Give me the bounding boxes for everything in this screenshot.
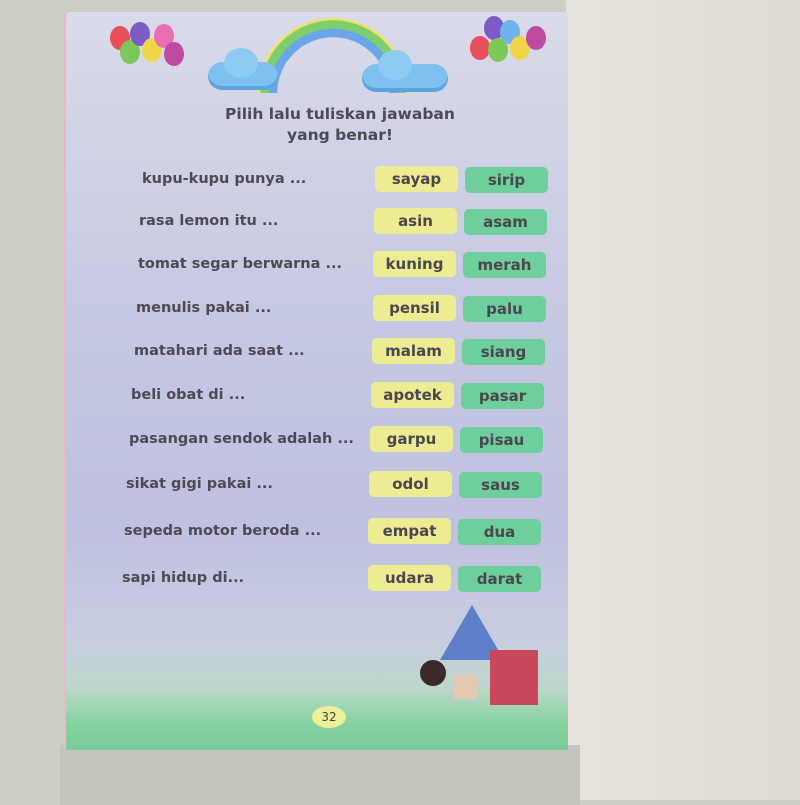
children-playhouse-illustration — [420, 605, 540, 715]
question-text: beli obat di ... — [131, 387, 246, 403]
question-text: menulis pakai ... — [136, 300, 272, 316]
instruction-title: Pilih lalu tuliskan jawaban yang benar! — [200, 104, 480, 146]
cloud-illustration — [208, 48, 278, 90]
answer-option-a[interactable]: odol — [369, 471, 452, 497]
question-text: tomat segar berwarna ... — [138, 256, 342, 272]
balloons-illustration — [110, 18, 190, 88]
answer-option-a[interactable]: asin — [374, 208, 457, 234]
question-text: pasangan sendok adalah ... — [129, 431, 354, 447]
answer-option-b[interactable]: sirip — [465, 167, 548, 193]
answer-option-b[interactable]: dua — [458, 519, 541, 545]
answer-option-a[interactable]: udara — [368, 565, 451, 591]
table-surface — [60, 745, 580, 805]
answer-option-a[interactable]: garpu — [370, 426, 453, 452]
question-text: sepeda motor beroda ... — [124, 523, 322, 539]
answer-option-a[interactable]: kuning — [373, 251, 456, 277]
question-text: sikat gigi pakai ... — [126, 476, 273, 492]
answer-option-a[interactable]: pensil — [373, 295, 456, 321]
question-text: kupu-kupu punya ... — [142, 171, 307, 187]
answer-option-b[interactable]: pasar — [461, 383, 544, 409]
answer-option-b[interactable]: darat — [458, 566, 541, 592]
title-line-1: Pilih lalu tuliskan jawaban — [225, 105, 455, 123]
answer-option-b[interactable]: pisau — [460, 427, 543, 453]
answer-option-a[interactable]: sayap — [375, 166, 458, 192]
answer-option-a[interactable]: empat — [368, 518, 451, 544]
page-number: 32 — [312, 706, 346, 728]
question-text: rasa lemon itu ... — [139, 213, 279, 229]
balloons-illustration — [470, 14, 550, 84]
answer-option-b[interactable]: saus — [459, 472, 542, 498]
answer-option-a[interactable]: malam — [372, 338, 455, 364]
answer-option-b[interactable]: asam — [464, 209, 547, 235]
question-text: sapi hidup di... — [122, 570, 245, 586]
facing-blank-page — [566, 0, 800, 800]
cloud-illustration — [362, 50, 448, 92]
title-line-2: yang benar! — [287, 126, 393, 144]
answer-option-a[interactable]: apotek — [371, 382, 454, 408]
question-text: matahari ada saat ... — [134, 343, 305, 359]
answer-option-b[interactable]: siang — [462, 339, 545, 365]
answer-option-b[interactable]: merah — [463, 252, 546, 278]
answer-option-b[interactable]: palu — [463, 296, 546, 322]
